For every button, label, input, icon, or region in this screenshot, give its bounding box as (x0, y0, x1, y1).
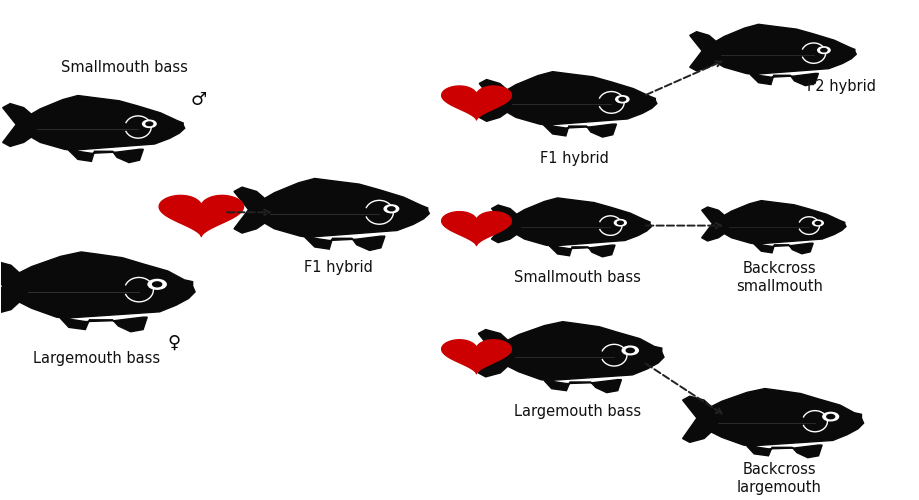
Circle shape (142, 120, 156, 128)
Text: Smallmouth bass: Smallmouth bass (514, 270, 641, 285)
Circle shape (614, 220, 626, 226)
Circle shape (148, 280, 166, 289)
Circle shape (626, 348, 633, 352)
Text: Largemouth bass: Largemouth bass (514, 404, 641, 419)
Circle shape (384, 205, 398, 212)
Circle shape (618, 98, 625, 101)
Circle shape (817, 47, 829, 54)
Text: F1 hybrid: F1 hybrid (304, 260, 373, 275)
Text: Backcross
smallmouth: Backcross smallmouth (735, 260, 822, 294)
Circle shape (822, 412, 837, 421)
Polygon shape (491, 198, 651, 257)
Circle shape (826, 414, 834, 418)
Polygon shape (701, 200, 845, 254)
Polygon shape (159, 196, 244, 236)
Polygon shape (441, 340, 511, 374)
Circle shape (814, 222, 820, 224)
Polygon shape (478, 322, 664, 392)
Circle shape (617, 221, 623, 224)
Polygon shape (689, 24, 856, 86)
Polygon shape (682, 388, 863, 458)
Text: F1 hybrid: F1 hybrid (539, 150, 608, 166)
Text: Backcross
largemouth: Backcross largemouth (736, 462, 821, 495)
Text: F2 hybrid: F2 hybrid (806, 78, 875, 94)
Circle shape (146, 122, 153, 126)
Polygon shape (0, 252, 195, 332)
Polygon shape (441, 212, 511, 246)
Polygon shape (3, 96, 185, 162)
Text: ♀: ♀ (167, 334, 180, 351)
Polygon shape (479, 72, 656, 137)
Circle shape (387, 207, 394, 211)
Text: Smallmouth bass: Smallmouth bass (61, 60, 187, 76)
Circle shape (621, 346, 638, 355)
Circle shape (153, 282, 162, 287)
Circle shape (820, 48, 826, 52)
Text: Largemouth bass: Largemouth bass (33, 351, 161, 366)
Polygon shape (233, 178, 429, 250)
Text: ♂: ♂ (190, 91, 207, 109)
Circle shape (811, 220, 823, 226)
Circle shape (615, 96, 629, 103)
Polygon shape (441, 86, 511, 120)
